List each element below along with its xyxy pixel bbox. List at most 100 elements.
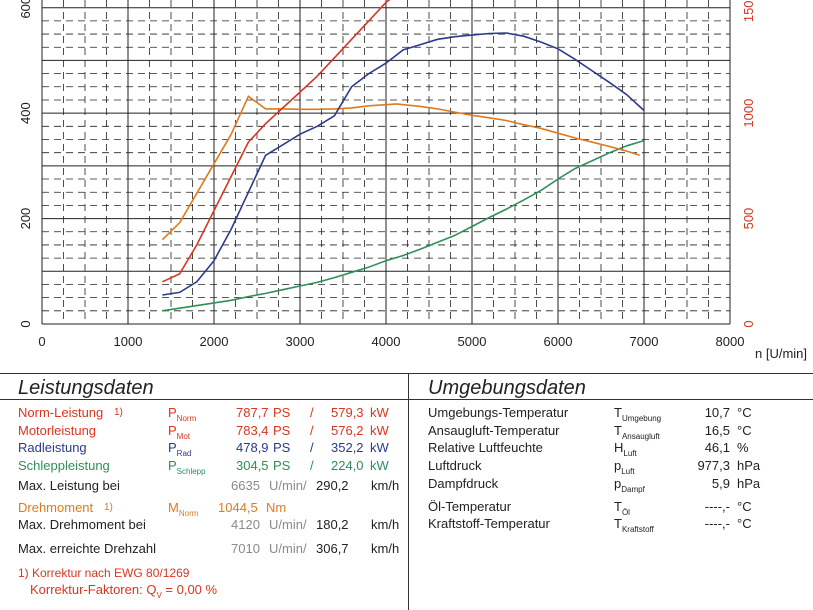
max-torque-label: Max. Drehmoment bei	[18, 517, 146, 532]
torque-value: 1044,5	[218, 500, 258, 515]
environment-symbol-sub: Luft	[621, 467, 635, 476]
power-symbol-sub: Mot	[176, 432, 191, 441]
environment-label: Ansaugluft-Temperatur	[428, 423, 560, 438]
power-symbol-sub: Rad	[176, 449, 192, 458]
power-symbol: P	[168, 405, 177, 420]
environment-symbol: p	[614, 476, 622, 491]
power-kw-value: 224,0	[331, 458, 364, 473]
x-axis-label: n [U/min]	[755, 346, 807, 361]
environment-label: Relative Luftfeuchte	[428, 440, 543, 455]
correction-factor-value: = 0,00 %	[165, 582, 218, 597]
environment-value: 10,7	[704, 405, 730, 420]
left-y-tick-label: 400	[18, 102, 33, 124]
correction-factor-label: Korrektur-Faktoren: Q	[30, 582, 157, 597]
max-rpm-speed-unit: km/h	[371, 541, 400, 556]
power-label: Schleppleistung	[18, 458, 110, 473]
x-tick-label: 6000	[544, 334, 573, 349]
x-tick-label: 1000	[114, 334, 143, 349]
environment-label: Luftdruck	[428, 458, 482, 473]
power-footnote-mark: 1)	[114, 407, 123, 418]
torque-symbol: M	[168, 500, 179, 515]
power-kw-value: 352,2	[331, 440, 364, 455]
environment-symbol-sub: Kraftstoff	[621, 525, 654, 534]
left-y-tick-label: 600	[18, 0, 33, 19]
environment-label: Dampfdruck	[428, 476, 499, 491]
left-y-tick-label: 200	[18, 208, 33, 230]
environment-symbol: T	[614, 405, 622, 420]
power-symbol: P	[168, 440, 177, 455]
power-kw-unit: kW	[370, 458, 389, 473]
environment-label: Umgebungs-Temperatur	[428, 405, 569, 420]
environment-value: 46,1	[704, 440, 730, 455]
max-power-rpm-unit: U/min/	[269, 478, 307, 493]
right-y-tick-label: 1000	[741, 99, 756, 128]
power-ps-value: 304,5	[236, 458, 269, 473]
power-ps-value: 787,7	[236, 405, 269, 420]
x-tick-label: 8000	[716, 334, 745, 349]
max-power-label: Max. Leistung bei	[18, 478, 120, 493]
x-tick-label: 0	[38, 334, 45, 349]
max-torque-speed-unit: km/h	[371, 517, 400, 532]
x-tick-label: 5000	[458, 334, 487, 349]
environment-symbol: T	[614, 499, 622, 514]
environment-unit: %	[737, 440, 749, 455]
environment-value: ----,-	[704, 516, 730, 531]
max-rpm-rpm-unit: U/min/	[269, 541, 307, 556]
power-ps-value: 478,9	[236, 440, 269, 455]
x-tick-label: 7000	[630, 334, 659, 349]
series-line	[162, 0, 391, 283]
series-line	[162, 139, 645, 312]
power-separator: /	[310, 405, 314, 420]
power-separator: /	[310, 423, 314, 438]
environment-symbol-sub: Luft	[623, 449, 637, 458]
environment-value: ----,-	[704, 499, 730, 514]
power-symbol-sub: Norm	[176, 414, 197, 423]
environment-value: 977,3	[697, 458, 730, 473]
environment-value: 5,9	[711, 476, 730, 491]
correction-factor-sub: V	[156, 591, 162, 600]
environment-unit: °C	[737, 516, 752, 531]
max-power-speed-unit: km/h	[371, 478, 400, 493]
max-rpm-speed: 306,7	[316, 541, 349, 556]
environment-unit: °C	[737, 405, 752, 420]
environment-symbol: p	[614, 458, 622, 473]
power-ps-value: 783,4	[236, 423, 269, 438]
environment-unit: °C	[737, 423, 752, 438]
environment-symbol: H	[614, 440, 624, 455]
table-top-rule	[0, 373, 813, 374]
series-line	[162, 32, 645, 296]
leistungsdaten-heading: Leistungsdaten	[18, 377, 154, 399]
max-torque-rpm-unit: U/min/	[269, 517, 307, 532]
x-tick-label: 3000	[286, 334, 315, 349]
environment-unit: hPa	[737, 458, 761, 473]
environment-value: 16,5	[704, 423, 730, 438]
power-kw-unit: kW	[370, 405, 389, 420]
power-separator: /	[310, 440, 314, 455]
x-tick-label: 2000	[200, 334, 229, 349]
left-y-tick-label: 0	[18, 320, 33, 327]
correction-note: 1) Korrektur nach EWG 80/1269	[18, 566, 190, 580]
max-rpm-label: Max. erreichte Drehzahl	[18, 541, 156, 556]
power-separator: /	[310, 458, 314, 473]
torque-footnote-mark: 1)	[104, 502, 113, 513]
table-divider	[408, 373, 409, 610]
power-ps-unit: PS	[273, 423, 291, 438]
power-symbol: P	[168, 458, 177, 473]
power-kw-unit: kW	[370, 423, 389, 438]
power-symbol-sub: Schlepp	[176, 467, 206, 476]
power-ps-unit: PS	[273, 458, 291, 473]
max-torque-rpm: 4120	[231, 517, 260, 532]
torque-label: Drehmoment	[18, 500, 94, 515]
right-y-tick-label: 1500	[741, 0, 756, 22]
right-y-tick-label: 500	[741, 208, 756, 230]
max-power-speed: 290,2	[316, 478, 349, 493]
power-ps-unit: PS	[273, 405, 291, 420]
environment-symbol-sub: Dampf	[621, 485, 645, 494]
correction-factor-row: Korrektur-Faktoren: QV = 0,00 %	[30, 582, 218, 600]
environment-symbol-sub: Umgebung	[621, 414, 662, 423]
max-power-rpm: 6635	[231, 478, 260, 493]
right-y-tick-label: 0	[741, 320, 756, 327]
power-kw-unit: kW	[370, 440, 389, 455]
series-line	[161, 95, 640, 241]
